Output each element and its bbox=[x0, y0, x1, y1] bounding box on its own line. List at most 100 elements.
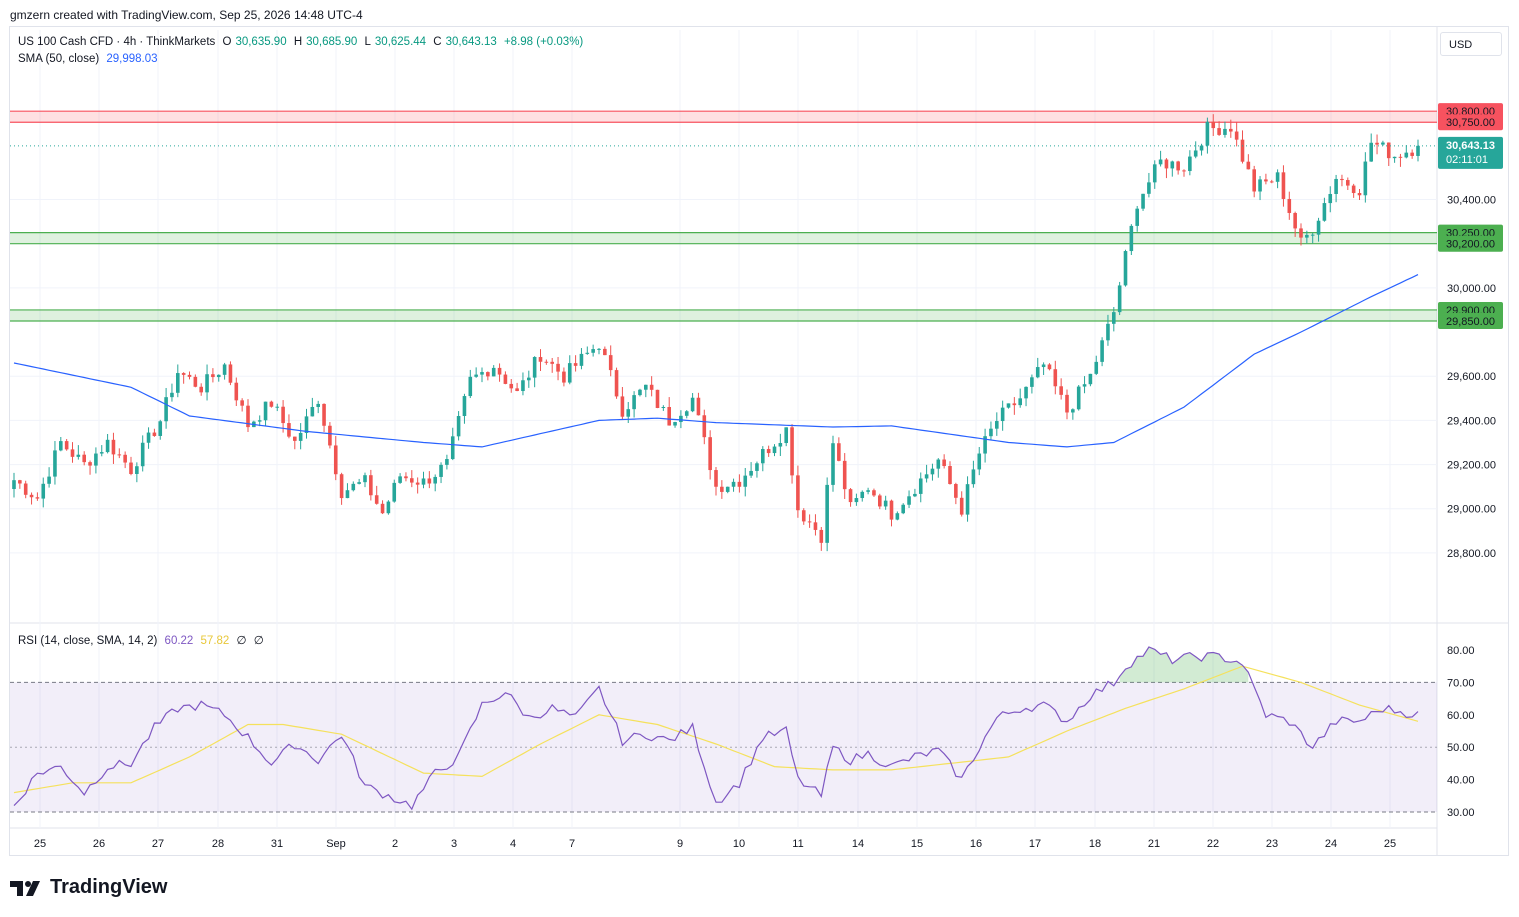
candle-up bbox=[1071, 409, 1075, 413]
symbol-legend[interactable]: US 100 Cash CFD · 4h · ThinkMarkets O 30,… bbox=[18, 36, 587, 48]
candle-down bbox=[737, 481, 742, 487]
candle-up bbox=[298, 432, 303, 441]
candle-up bbox=[597, 348, 601, 350]
candle-up bbox=[47, 476, 51, 484]
time-tick-label: 4 bbox=[510, 838, 516, 850]
candle-down bbox=[878, 495, 882, 507]
candle-up bbox=[679, 415, 683, 423]
candle-down bbox=[111, 439, 116, 455]
candle-down bbox=[123, 454, 127, 463]
currency-selector[interactable]: USD bbox=[1440, 32, 1502, 56]
price-tick-label: 29,200.00 bbox=[1447, 460, 1496, 472]
candle-up bbox=[626, 409, 631, 417]
time-tick-label: 10 bbox=[733, 838, 745, 850]
candle-up bbox=[222, 364, 227, 375]
time-tick-label: 23 bbox=[1266, 838, 1278, 850]
sma-value: 29,998.03 bbox=[106, 53, 158, 65]
ohlc-low-label: L bbox=[364, 36, 371, 48]
candle-up bbox=[1392, 156, 1397, 159]
rsi-tick-label: 70.00 bbox=[1447, 677, 1475, 689]
candle-down bbox=[1293, 212, 1297, 229]
tradingview-logo[interactable]: TradingView bbox=[10, 876, 167, 899]
candle-up bbox=[521, 380, 525, 392]
candle-up bbox=[1199, 145, 1204, 151]
candle-down bbox=[23, 483, 28, 495]
rsi-extra-2: ∅ bbox=[253, 635, 264, 647]
candle-up bbox=[567, 363, 572, 383]
zone-price-tag bbox=[1438, 313, 1503, 329]
candle-up bbox=[965, 484, 970, 515]
ohlc-high: 30,685.90 bbox=[306, 36, 358, 48]
candle-up bbox=[1152, 164, 1157, 183]
sma-line bbox=[13, 274, 1419, 448]
candle-down bbox=[293, 436, 297, 441]
candle-down bbox=[374, 495, 379, 504]
candle-down bbox=[88, 462, 92, 466]
candle-up bbox=[1205, 121, 1210, 146]
candle-up bbox=[41, 483, 46, 499]
ohlc-open: 30,635.90 bbox=[235, 36, 287, 48]
candle-up bbox=[1147, 182, 1151, 194]
candle-up bbox=[421, 478, 426, 485]
candle-up bbox=[304, 416, 309, 433]
sma-legend[interactable]: SMA (50, close) 29,998.03 bbox=[18, 53, 162, 65]
candle-up bbox=[1000, 407, 1005, 422]
resistance-zone bbox=[10, 111, 1437, 123]
candle-up bbox=[913, 493, 917, 497]
candle-up bbox=[439, 464, 443, 477]
candle-down bbox=[790, 427, 794, 476]
candle-up bbox=[59, 441, 63, 451]
time-tick-label: 18 bbox=[1089, 838, 1101, 850]
candle-up bbox=[755, 463, 759, 471]
candle-up bbox=[989, 428, 993, 437]
time-tick-label: 17 bbox=[1029, 838, 1041, 850]
candle-up bbox=[1275, 172, 1280, 182]
candle-up bbox=[1094, 361, 1099, 374]
candle-up bbox=[392, 482, 397, 502]
candle-up bbox=[433, 476, 437, 484]
time-tick-label: 27 bbox=[152, 838, 164, 850]
candle-up bbox=[12, 480, 16, 490]
candle-down bbox=[1182, 170, 1186, 172]
candle-up bbox=[895, 513, 900, 520]
candle-up bbox=[1123, 251, 1128, 286]
candle-down bbox=[842, 460, 847, 490]
candle-down bbox=[813, 522, 818, 530]
rsi-legend[interactable]: RSI (14, close, SMA, 14, 2) 60.22 57.82 … bbox=[18, 633, 268, 647]
candle-down bbox=[714, 470, 718, 487]
candle-down bbox=[64, 441, 69, 450]
candle-down bbox=[1176, 161, 1180, 171]
candle-up bbox=[983, 436, 987, 454]
candle-up bbox=[918, 478, 923, 494]
time-tick-label: 22 bbox=[1207, 838, 1219, 850]
candle-up bbox=[76, 454, 81, 457]
candle-up bbox=[1035, 367, 1040, 378]
candle-down bbox=[509, 383, 514, 389]
candle-down bbox=[515, 388, 519, 392]
candle-down bbox=[1012, 403, 1017, 406]
candle-down bbox=[1234, 131, 1239, 140]
time-tick-label: 24 bbox=[1325, 838, 1337, 850]
candle-down bbox=[199, 386, 203, 393]
candle-up bbox=[363, 475, 367, 483]
candle-up bbox=[1258, 179, 1262, 192]
candle-up bbox=[468, 376, 473, 397]
candle-up bbox=[661, 406, 666, 409]
time-tick-label: 31 bbox=[271, 838, 283, 850]
candle-up bbox=[971, 469, 976, 485]
rsi-ma-value: 57.82 bbox=[200, 635, 230, 647]
rsi-value: 60.22 bbox=[164, 635, 194, 647]
candle-up bbox=[445, 459, 449, 465]
candle-down bbox=[1246, 161, 1251, 170]
time-tick-label: 14 bbox=[852, 838, 864, 850]
candle-up bbox=[772, 446, 777, 454]
candle-up bbox=[1328, 193, 1333, 204]
candle-up bbox=[761, 449, 765, 464]
candle-down bbox=[848, 489, 853, 503]
candle-up bbox=[901, 504, 905, 514]
ohlc-high-label: H bbox=[293, 36, 303, 48]
candle-up bbox=[146, 432, 151, 443]
candle-up bbox=[1082, 384, 1087, 387]
time-tick-label: 3 bbox=[451, 838, 457, 850]
